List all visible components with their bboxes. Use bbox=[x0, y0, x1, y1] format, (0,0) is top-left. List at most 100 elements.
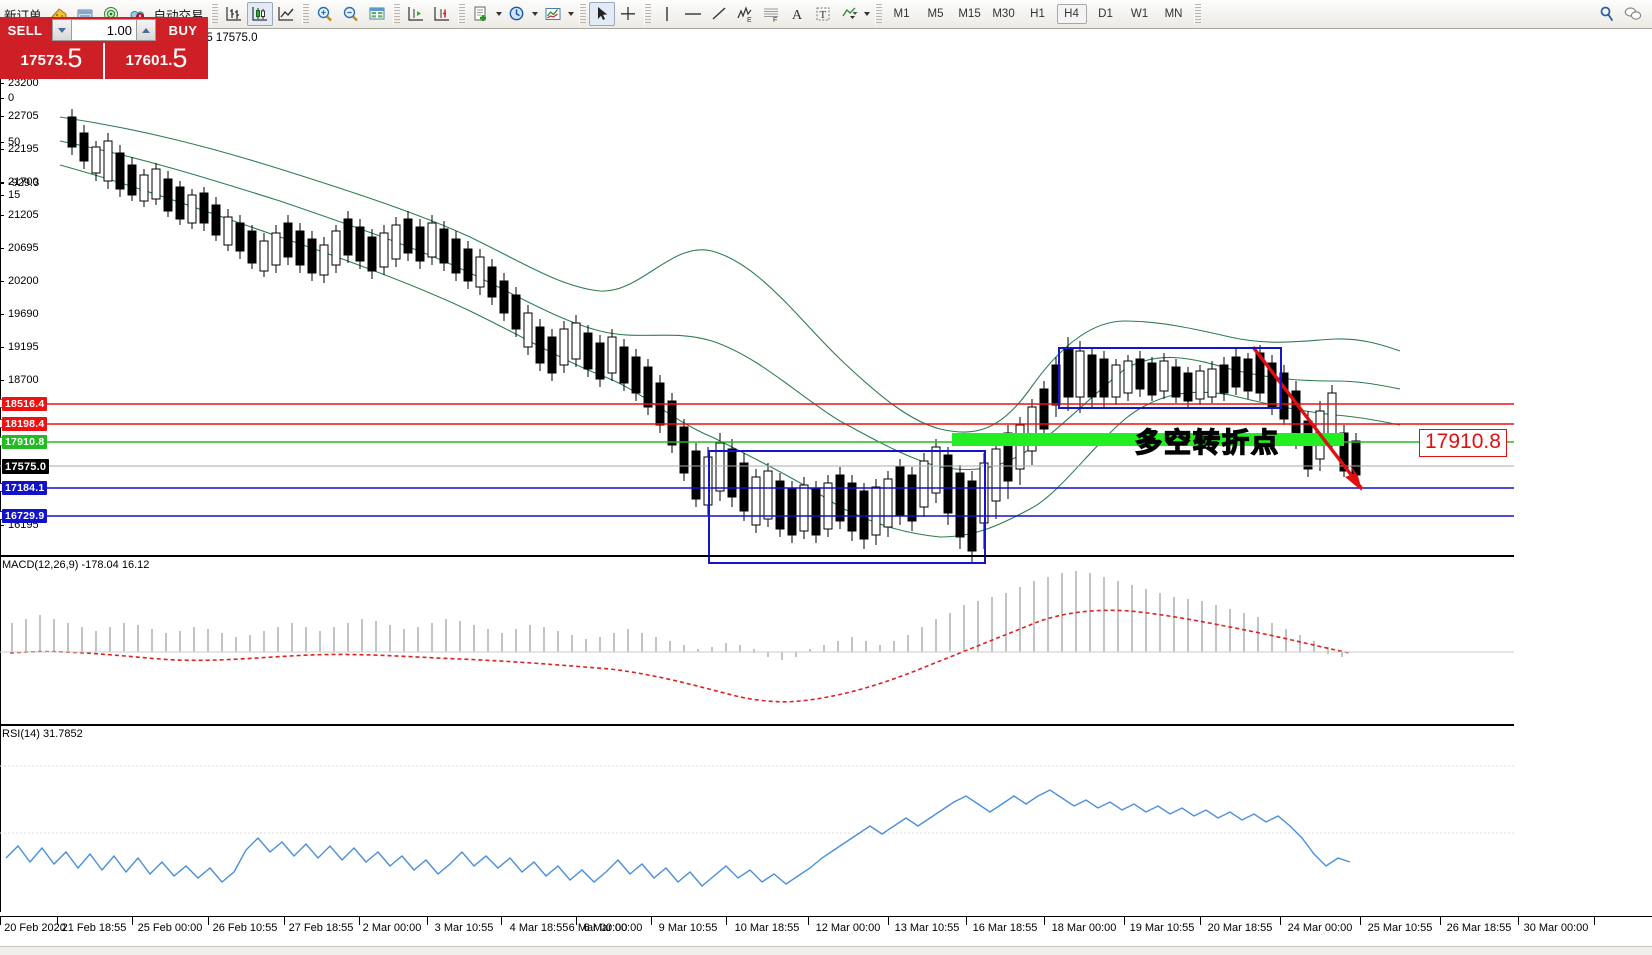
sell-button[interactable]: 17573 . 5 bbox=[0, 43, 105, 79]
price-tick: 22195 bbox=[8, 143, 39, 155]
trendline-icon[interactable] bbox=[706, 2, 732, 26]
time-tick: 25 Feb 00:00 bbox=[137, 922, 203, 934]
search-icon[interactable] bbox=[1594, 2, 1620, 26]
text-label-icon[interactable]: T bbox=[810, 2, 836, 26]
candlestick-icon[interactable] bbox=[246, 2, 273, 26]
price-tick: 21700 bbox=[8, 176, 39, 188]
price-tick: 20200 bbox=[8, 275, 39, 287]
timeframe-m30[interactable]: M30 bbox=[992, 8, 1015, 20]
templates-icon[interactable] bbox=[468, 2, 494, 26]
chevron-down-icon[interactable] bbox=[566, 2, 576, 26]
fibonacci-icon[interactable]: F bbox=[758, 2, 784, 26]
zoom-out-icon[interactable] bbox=[338, 2, 364, 26]
time-tick: 26 Mar 18:55 bbox=[1446, 922, 1512, 934]
objects-icon[interactable] bbox=[836, 2, 862, 26]
bar-chart-icon[interactable] bbox=[221, 2, 247, 26]
price-tick: 22705 bbox=[8, 110, 39, 122]
chart-canvas[interactable]: JPN225-,H4 17730.0 17752.5 17552.5 17575… bbox=[0, 29, 1652, 955]
volume-increase-button[interactable] bbox=[136, 19, 156, 41]
volume-input[interactable]: 1.00 bbox=[72, 19, 136, 41]
price-level-tag-18516[interactable]: 18516.4 bbox=[2, 397, 48, 411]
vertical-line-icon[interactable] bbox=[654, 2, 680, 26]
time-tick: 26 Feb 10:55 bbox=[212, 922, 278, 934]
price-tick: 18700 bbox=[8, 374, 39, 386]
chevron-down-icon[interactable] bbox=[862, 2, 872, 26]
text-icon[interactable]: A bbox=[784, 2, 810, 26]
timeframe-d1[interactable]: D1 bbox=[1098, 8, 1113, 20]
time-tick: 4 Mar 18:55 bbox=[509, 922, 569, 934]
turning-point-annotation[interactable]: 多空转折点 bbox=[1134, 427, 1280, 460]
svg-text:T: T bbox=[819, 9, 826, 21]
chevron-down-icon[interactable] bbox=[494, 2, 504, 26]
shift-end-icon[interactable] bbox=[429, 2, 455, 26]
buy-price-separator: . bbox=[168, 52, 173, 69]
data-window-icon[interactable] bbox=[364, 2, 390, 26]
indicators-icon[interactable] bbox=[540, 2, 566, 26]
time-tick: 20 Mar 18:55 bbox=[1207, 922, 1273, 934]
timeframe-m1[interactable]: M1 bbox=[893, 8, 910, 20]
svg-text:E: E bbox=[747, 17, 752, 23]
macd-indicator-label[interactable]: MACD(12,26,9) -178.04 16.12 bbox=[2, 559, 150, 571]
price-tick: 21205 bbox=[8, 209, 39, 221]
price-macd-divider bbox=[0, 555, 1514, 557]
macd-tick: 0 bbox=[8, 92, 15, 104]
price-level-tag-17184[interactable]: 17184.1 bbox=[2, 481, 48, 495]
one-click-trading-panel[interactable]: SELL 1.00 BUY 17573 . 5 17601 . 5 bbox=[0, 17, 208, 79]
buy-price-fraction: 5 bbox=[172, 43, 188, 73]
period-icon[interactable] bbox=[504, 2, 530, 26]
sell-price-separator: . bbox=[63, 52, 68, 69]
rsi-indicator-label[interactable]: RSI(14) 31.7852 bbox=[2, 728, 83, 740]
horizontal-line-icon[interactable] bbox=[680, 2, 706, 26]
time-tick: 10 Mar 18:55 bbox=[734, 922, 800, 934]
time-tick: 25 Mar 10:55 bbox=[1367, 922, 1433, 934]
time-tick: 20 Feb 2020 bbox=[4, 922, 66, 934]
price-tick: 19195 bbox=[8, 341, 39, 353]
price-tick: 23200 bbox=[8, 77, 39, 89]
macd-tick: -929.3 bbox=[8, 177, 40, 189]
price-callout[interactable]: 17910.8 bbox=[1419, 429, 1507, 457]
timeframe-w1[interactable]: W1 bbox=[1130, 8, 1149, 20]
chevron-down-icon[interactable] bbox=[530, 2, 540, 26]
crosshair-icon[interactable] bbox=[615, 2, 641, 26]
timeframe-h4[interactable]: H4 bbox=[1056, 4, 1087, 24]
timeframe-mn[interactable]: MN bbox=[1164, 8, 1183, 20]
elliott-wave-icon[interactable]: E bbox=[732, 2, 758, 26]
timeframe-h1[interactable]: H1 bbox=[1030, 8, 1045, 20]
price-level-tag-16729[interactable]: 16729.9 bbox=[2, 509, 48, 523]
sell-price-integer: 17573 bbox=[20, 52, 64, 69]
timeframe-m15[interactable]: M15 bbox=[958, 8, 981, 20]
toolbar-separator bbox=[874, 3, 882, 25]
buy-label[interactable]: BUY bbox=[158, 17, 208, 43]
zoom-in-icon[interactable] bbox=[312, 2, 338, 26]
toolbar-separator bbox=[457, 3, 465, 25]
volume-stepper[interactable]: 1.00 bbox=[50, 17, 158, 43]
chat-icon[interactable] bbox=[1620, 2, 1646, 26]
timeframe-m5[interactable]: M5 bbox=[927, 8, 944, 20]
consolidation-box-lower[interactable] bbox=[708, 450, 986, 564]
time-tick: 9 Mar 10:55 bbox=[658, 922, 718, 934]
time-tick: 2 Mar 00:00 bbox=[362, 922, 422, 934]
rsi-tick: 50 bbox=[8, 136, 21, 148]
sell-label[interactable]: SELL bbox=[0, 17, 50, 43]
trade-panel-top-row: SELL 1.00 BUY bbox=[0, 17, 208, 43]
consolidation-box-upper[interactable] bbox=[1058, 347, 1282, 409]
macd-series bbox=[0, 571, 1514, 703]
time-tick: 19 Mar 10:55 bbox=[1129, 922, 1195, 934]
macd-axis[interactable]: 574.25 0 -929.3 bbox=[0, 32, 138, 722]
price-level-tag-18198[interactable]: 18198.4 bbox=[2, 417, 48, 431]
time-tick: 21 Feb 18:55 bbox=[61, 922, 127, 934]
main-toolbar: 新订单 自动交易 bbox=[0, 0, 1652, 29]
trade-panel-price-row: 17573 . 5 17601 . 5 bbox=[0, 43, 208, 79]
volume-decrease-button[interactable] bbox=[52, 19, 72, 41]
svg-text:F: F bbox=[773, 17, 777, 23]
rsi-axis[interactable]: 100 80 50 15 bbox=[0, 29, 138, 912]
buy-button[interactable]: 17601 . 5 bbox=[105, 43, 208, 79]
shift-start-icon[interactable] bbox=[403, 2, 429, 26]
sell-price-fraction: 5 bbox=[67, 43, 83, 73]
price-level-tag-17910[interactable]: 17910.8 bbox=[2, 435, 48, 449]
cursor-icon[interactable] bbox=[588, 2, 615, 26]
time-tick: 24 Mar 00:00 bbox=[1287, 922, 1353, 934]
line-chart-icon[interactable] bbox=[273, 2, 299, 26]
price-axis[interactable]: 23695 23200 22705 22195 21700 21205 2069… bbox=[0, 29, 138, 555]
time-tick: 27 Feb 18:55 bbox=[288, 922, 354, 934]
